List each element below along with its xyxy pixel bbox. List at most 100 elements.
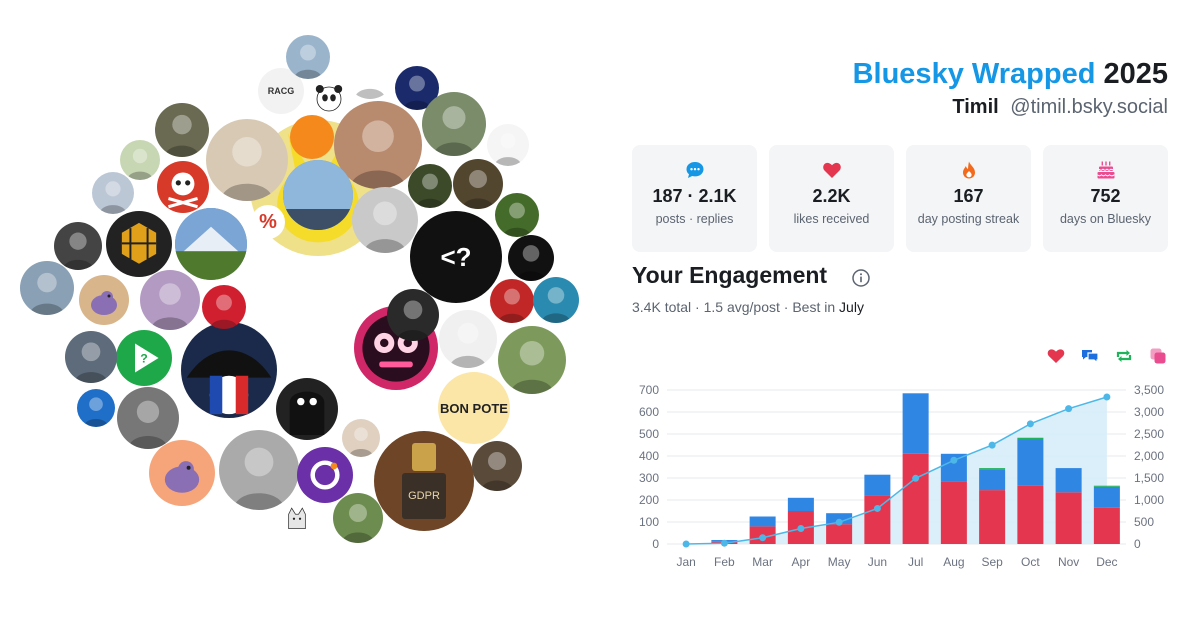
avatar[interactable] [278, 499, 316, 537]
x-tick-label: Sep [981, 555, 1003, 569]
cumulative-point [1065, 405, 1073, 413]
y2-tick-label: 2,000 [1134, 449, 1164, 463]
avatar[interactable] [495, 193, 539, 237]
avatar[interactable] [117, 387, 179, 449]
avatar[interactable] [106, 211, 172, 277]
avatar[interactable] [490, 279, 534, 323]
avatar[interactable] [181, 322, 277, 418]
cumulative-point [835, 518, 843, 526]
avatar[interactable] [439, 310, 497, 368]
speech-bubble-icon [686, 162, 703, 178]
heart-icon[interactable] [1046, 346, 1066, 366]
cumulative-point [682, 540, 690, 548]
avatar[interactable] [149, 440, 215, 506]
avatar[interactable]: <? [410, 211, 502, 303]
avatar[interactable] [498, 326, 566, 394]
avatar[interactable] [219, 430, 299, 510]
x-tick-label: Dec [1096, 555, 1117, 569]
bar-replies [864, 474, 891, 496]
avatar[interactable] [387, 289, 439, 341]
x-tick-label: Mar [752, 555, 773, 569]
avatar[interactable] [408, 164, 452, 208]
y2-tick-label: 2,500 [1134, 427, 1164, 441]
engagement-title: Your Engagement [632, 262, 828, 288]
stat-card-streak: 167 day posting streak [906, 145, 1031, 252]
avatar[interactable] [453, 159, 503, 209]
avatar[interactable]: GDPR [374, 431, 474, 531]
x-tick-label: Aug [943, 555, 964, 569]
avatar[interactable] [77, 389, 115, 427]
bar-replies [1017, 439, 1044, 486]
avatar[interactable] [342, 419, 380, 457]
avatar[interactable] [290, 115, 334, 159]
x-tick-label: Oct [1021, 555, 1040, 569]
avatar[interactable] [487, 124, 529, 166]
stat-value: 752 [1090, 186, 1121, 206]
avatar[interactable] [202, 285, 246, 329]
avatar[interactable] [297, 447, 353, 503]
avatar[interactable]: % [251, 205, 285, 239]
avatar[interactable] [157, 161, 209, 213]
stat-card-days: 752 days on Bluesky [1043, 145, 1168, 252]
avatar[interactable]: BON POTE [438, 372, 510, 444]
avatar[interactable] [352, 187, 418, 253]
y-tick-label: 500 [639, 427, 659, 441]
reply-bubbles-icon[interactable] [1080, 346, 1100, 366]
avatar-cluster: <? GDPR BON POTE? RACG% [20, 35, 579, 543]
avatar[interactable] [120, 140, 160, 180]
stats-row: 187 · 2.1K posts · replies 2.2K likes re… [632, 145, 1168, 252]
avatar[interactable] [155, 103, 209, 157]
avatar[interactable] [65, 331, 117, 383]
bar-likes [826, 524, 853, 544]
best-prefix: Best in [792, 299, 836, 315]
avatar[interactable] [54, 222, 102, 270]
repost-icon[interactable] [1114, 346, 1134, 366]
stat-label: days on Bluesky [1059, 212, 1152, 226]
bar-replies [749, 516, 776, 527]
bar-replies [787, 497, 814, 511]
y-tick-label: 100 [639, 515, 659, 529]
cumulative-point [797, 524, 805, 532]
stat-value: 2.2K [812, 186, 851, 206]
avatar[interactable] [472, 441, 522, 491]
y-tick-label: 700 [639, 383, 659, 397]
x-tick-label: Nov [1058, 555, 1079, 569]
cumulative-point [1026, 420, 1034, 428]
quote-squares-icon[interactable] [1148, 346, 1168, 366]
avatar[interactable] [533, 277, 579, 323]
avatar[interactable] [346, 51, 394, 99]
avatar[interactable] [92, 172, 134, 214]
y2-tick-label: 3,500 [1134, 383, 1164, 397]
avatar[interactable] [286, 35, 330, 79]
stat-label: likes received [793, 212, 870, 226]
display-name: Timil [952, 96, 999, 118]
avatar[interactable] [206, 119, 288, 201]
y-tick-label: 200 [639, 493, 659, 507]
bar-replies [1093, 486, 1120, 508]
chart-legend [1038, 346, 1168, 368]
avatar[interactable] [333, 493, 383, 543]
avatar[interactable] [276, 378, 338, 440]
chart-canvas: 0 0 100 500 200 1,000 300 1,500 400 2,000 500 2,500… [639, 383, 1164, 569]
avatar[interactable] [20, 261, 74, 315]
cumulative-point [873, 504, 881, 512]
avatar[interactable] [140, 270, 200, 330]
separator: · [779, 299, 793, 315]
info-icon[interactable] [851, 268, 871, 288]
bar-likes [864, 495, 891, 544]
avatar[interactable] [309, 77, 349, 117]
avatar[interactable] [175, 208, 247, 280]
flame-icon [962, 161, 975, 179]
bar-replies [979, 469, 1006, 491]
avatar[interactable] [283, 160, 353, 230]
avatar[interactable]: ? [116, 330, 172, 386]
avatar[interactable] [79, 275, 129, 325]
avatar[interactable] [395, 66, 439, 110]
avatar[interactable] [422, 92, 486, 156]
avatar[interactable] [508, 235, 554, 281]
heart-icon [822, 162, 841, 178]
user-identity: Timil @timil.bsky.social [952, 96, 1168, 119]
x-tick-label: Jan [676, 555, 695, 569]
avatar[interactable] [334, 101, 422, 189]
bar-reposts [979, 468, 1006, 470]
